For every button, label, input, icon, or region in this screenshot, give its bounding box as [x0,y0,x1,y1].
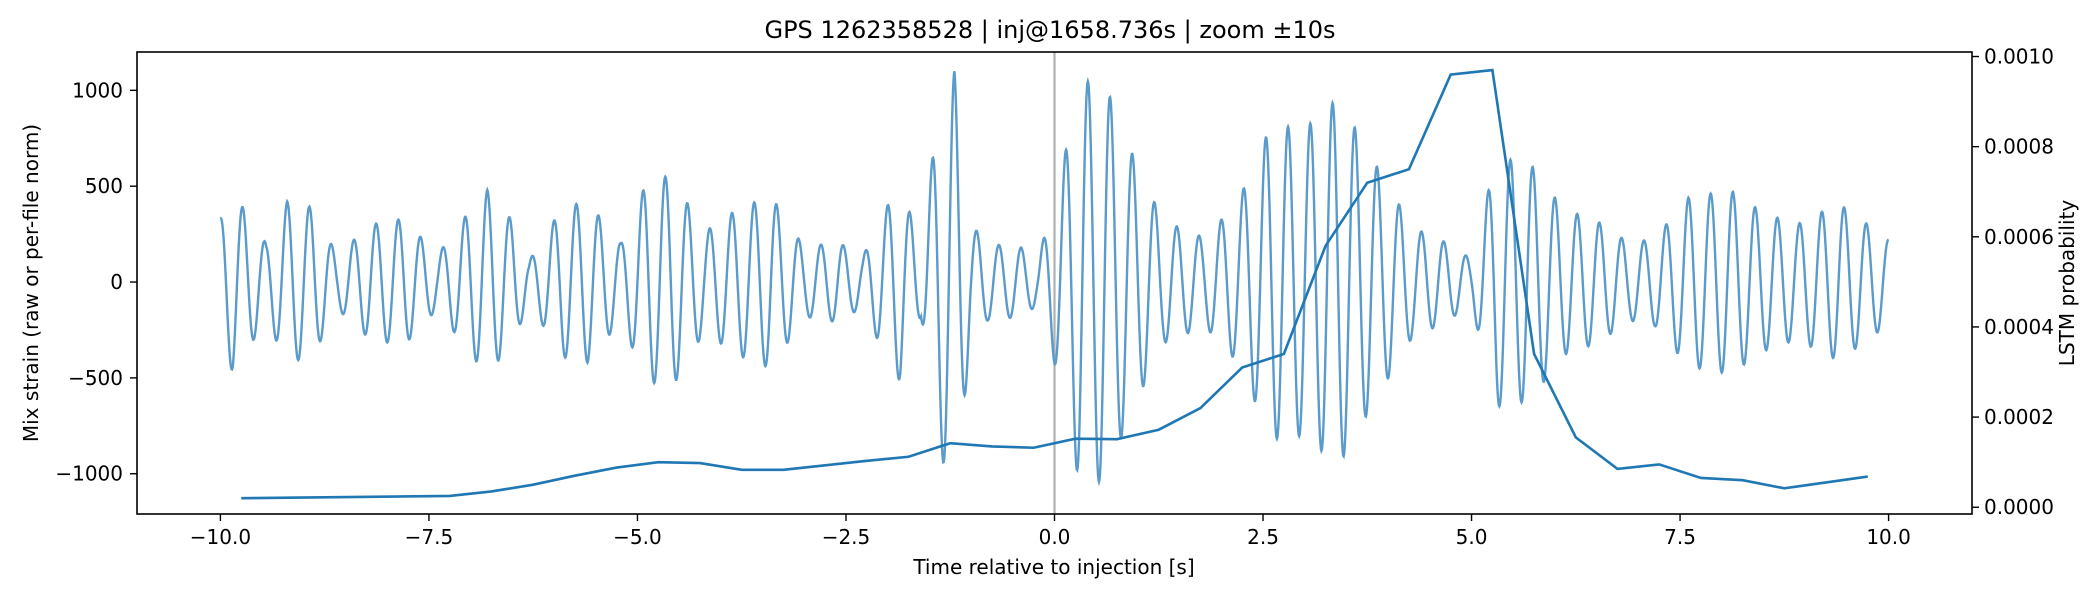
left-y-tick-label: −1000 [55,462,123,486]
right-y-tick-label: 0.0006 [1984,225,2054,249]
right-y-tick-label: 0.0000 [1984,495,2054,519]
right-y-tick-label: 0.0004 [1984,315,2054,339]
x-tick-label: 10.0 [1866,525,1911,549]
left-y-tick-label: −500 [68,366,123,390]
x-tick-label: 5.0 [1456,525,1488,549]
right-y-tick-label: 0.0002 [1984,405,2054,429]
left-y-tick-label: 1000 [72,78,123,102]
right-y-tick-label: 0.0010 [1984,45,2054,69]
x-tick-label: −2.5 [822,525,871,549]
x-tick-label: 2.5 [1247,525,1279,549]
x-tick-label: −5.0 [613,525,662,549]
x-tick-label: 0.0 [1039,525,1071,549]
x-tick-label: 7.5 [1664,525,1696,549]
right-y-axis-ticks: 0.0000 0.0002 0.0004 0.0006 0.0008 0.0010 [1972,45,2054,519]
left-y-axis-ticks: −1000 −500 0 500 1000 [55,78,137,486]
x-tick-label: −7.5 [405,525,454,549]
x-axis-ticks: −10.0 −7.5 −5.0 −2.5 0.0 2.5 5.0 7.5 10.0 [190,514,1911,549]
left-y-tick-label: 500 [85,174,123,198]
x-axis-label: Time relative to injection [s] [912,555,1194,579]
strain-series-line [219,70,1890,487]
right-y-tick-label: 0.0008 [1984,135,2054,159]
x-tick-label: −10.0 [190,525,251,549]
right-y-axis-label: LSTM probability [2055,200,2079,367]
chart-title: GPS 1262358528 | inj@1658.736s | zoom ±1… [764,16,1335,44]
probability-series-line [241,68,1868,500]
left-y-axis-label: Mix strain (raw or per-file norm) [19,124,43,442]
left-y-tick-label: 0 [110,270,123,294]
